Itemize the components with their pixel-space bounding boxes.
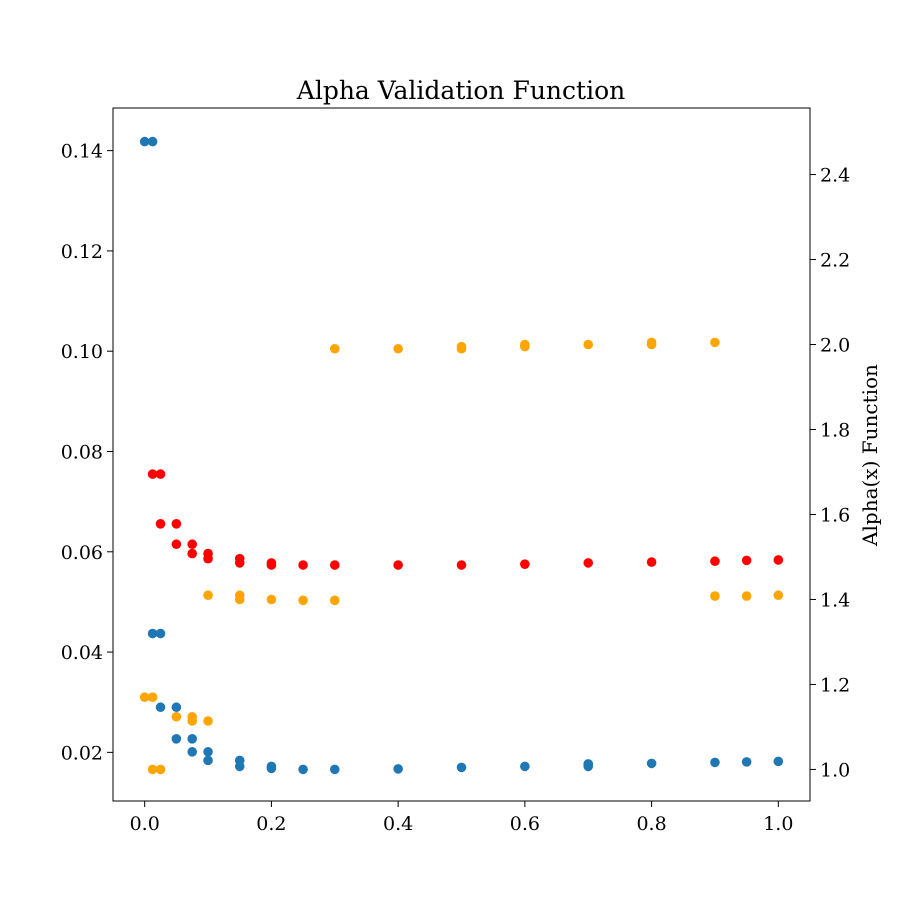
data-point-series-1	[329, 343, 340, 354]
data-point-series-0	[203, 747, 213, 757]
data-point-series-1	[139, 692, 150, 702]
data-point-series-1	[741, 591, 752, 601]
data-point-series-1	[773, 590, 784, 601]
data-point-series-1	[520, 339, 530, 350]
x-axis: 0.0 0.2 0.4 0.6 0.8 1.0	[130, 801, 793, 835]
data-point-series-1	[203, 590, 213, 601]
y2-tick-label: 2.4	[820, 165, 850, 187]
data-point-series-1	[155, 764, 166, 775]
data-point-series-1	[710, 591, 720, 601]
y-axis-right-label: Alpha(x) Function	[858, 364, 882, 547]
data-point-series-0	[203, 755, 213, 766]
data-point-series-2	[393, 560, 403, 570]
data-point-series-2	[171, 519, 182, 529]
data-point-series-1	[147, 764, 158, 775]
data-point-series-1	[646, 337, 657, 348]
data-point-series-1	[298, 595, 308, 606]
data-point-series-0	[710, 757, 720, 768]
y-tick-label: 0.02	[61, 742, 103, 764]
data-point-series-0	[147, 136, 158, 147]
data-point-series-0	[583, 759, 594, 769]
data-point-series-0	[741, 757, 752, 767]
x-tick-label: 0.8	[636, 813, 666, 835]
data-point-series-0	[187, 747, 198, 757]
chart-title: Alpha Validation Function	[296, 76, 625, 105]
data-point-series-2	[187, 548, 198, 559]
y-axis-right: 1.0 1.2 1.4 1.6 1.8 2.0 2.2 2.4	[810, 165, 850, 781]
data-point-series-2	[298, 560, 308, 570]
y2-tick-label: 1.8	[820, 419, 850, 441]
y2-tick-label: 1.2	[820, 674, 850, 696]
data-point-series-2	[187, 539, 198, 550]
y2-tick-label: 1.4	[820, 589, 850, 611]
data-point-series-1	[456, 341, 467, 352]
data-point-series-1	[393, 343, 403, 354]
data-point-series-0	[234, 761, 245, 772]
data-point-series-2	[234, 558, 245, 568]
data-point-series-0	[187, 734, 198, 744]
data-point-series-2	[266, 560, 277, 570]
data-point-series-0	[147, 628, 158, 639]
y2-tick-label: 2.0	[820, 335, 850, 357]
data-point-series-0	[329, 764, 340, 775]
data-point-series-0	[520, 761, 530, 772]
y-tick-label: 0.06	[61, 542, 103, 564]
data-point-series-2	[155, 469, 166, 479]
data-point-series-2	[155, 519, 166, 529]
data-point-series-0	[171, 702, 182, 713]
y-tick-label: 0.12	[61, 241, 103, 263]
data-point-series-2	[741, 555, 752, 566]
data-point-series-2	[171, 539, 182, 550]
data-point-series-2	[583, 558, 594, 568]
x-tick-label: 0.6	[510, 813, 540, 835]
data-point-series-2	[773, 555, 784, 565]
data-point-series-0	[646, 758, 657, 769]
x-tick-label: 1.0	[763, 813, 793, 835]
data-point-series-0	[393, 764, 403, 774]
data-point-series-0	[155, 702, 166, 713]
y-tick-label: 0.04	[61, 642, 103, 664]
data-point-series-2	[203, 553, 213, 564]
data-point-series-0	[139, 136, 150, 147]
y-tick-label: 0.08	[61, 441, 103, 463]
data-point-series-1	[147, 692, 158, 702]
y-tick-label: 0.14	[61, 141, 103, 163]
plot-area	[112, 107, 811, 802]
data-point-series-2	[520, 559, 530, 569]
data-point-series-1	[710, 337, 720, 348]
data-point-series-1	[171, 711, 182, 722]
data-point-series-0	[266, 763, 277, 774]
data-point-series-1	[266, 594, 277, 605]
y2-tick-label: 1.6	[820, 504, 850, 526]
data-point-series-0	[171, 734, 182, 744]
data-point-series-1	[329, 595, 340, 606]
y-axis-left: 0.02 0.04 0.06 0.08 0.10 0.12 0.14	[61, 141, 113, 764]
data-point-series-1	[234, 594, 245, 605]
data-point-series-1	[583, 339, 594, 350]
data-point-series-2	[456, 560, 467, 570]
data-point-series-0	[456, 762, 467, 773]
x-tick-label: 0.0	[130, 813, 160, 835]
data-point-series-2	[147, 469, 158, 479]
data-point-series-0	[298, 764, 308, 775]
data-point-series-1	[203, 716, 213, 726]
y2-tick-label: 1.0	[820, 759, 850, 781]
data-point-series-1	[187, 716, 198, 726]
y2-tick-label: 2.2	[820, 250, 850, 272]
y-tick-label: 0.10	[61, 341, 103, 363]
data-point-series-2	[329, 560, 340, 570]
x-tick-label: 0.4	[383, 813, 413, 835]
data-points	[139, 136, 784, 775]
data-point-series-2	[646, 557, 657, 567]
data-point-series-0	[773, 756, 784, 767]
x-tick-label: 0.2	[256, 813, 286, 835]
data-point-series-2	[710, 556, 720, 567]
data-point-series-0	[155, 628, 166, 639]
